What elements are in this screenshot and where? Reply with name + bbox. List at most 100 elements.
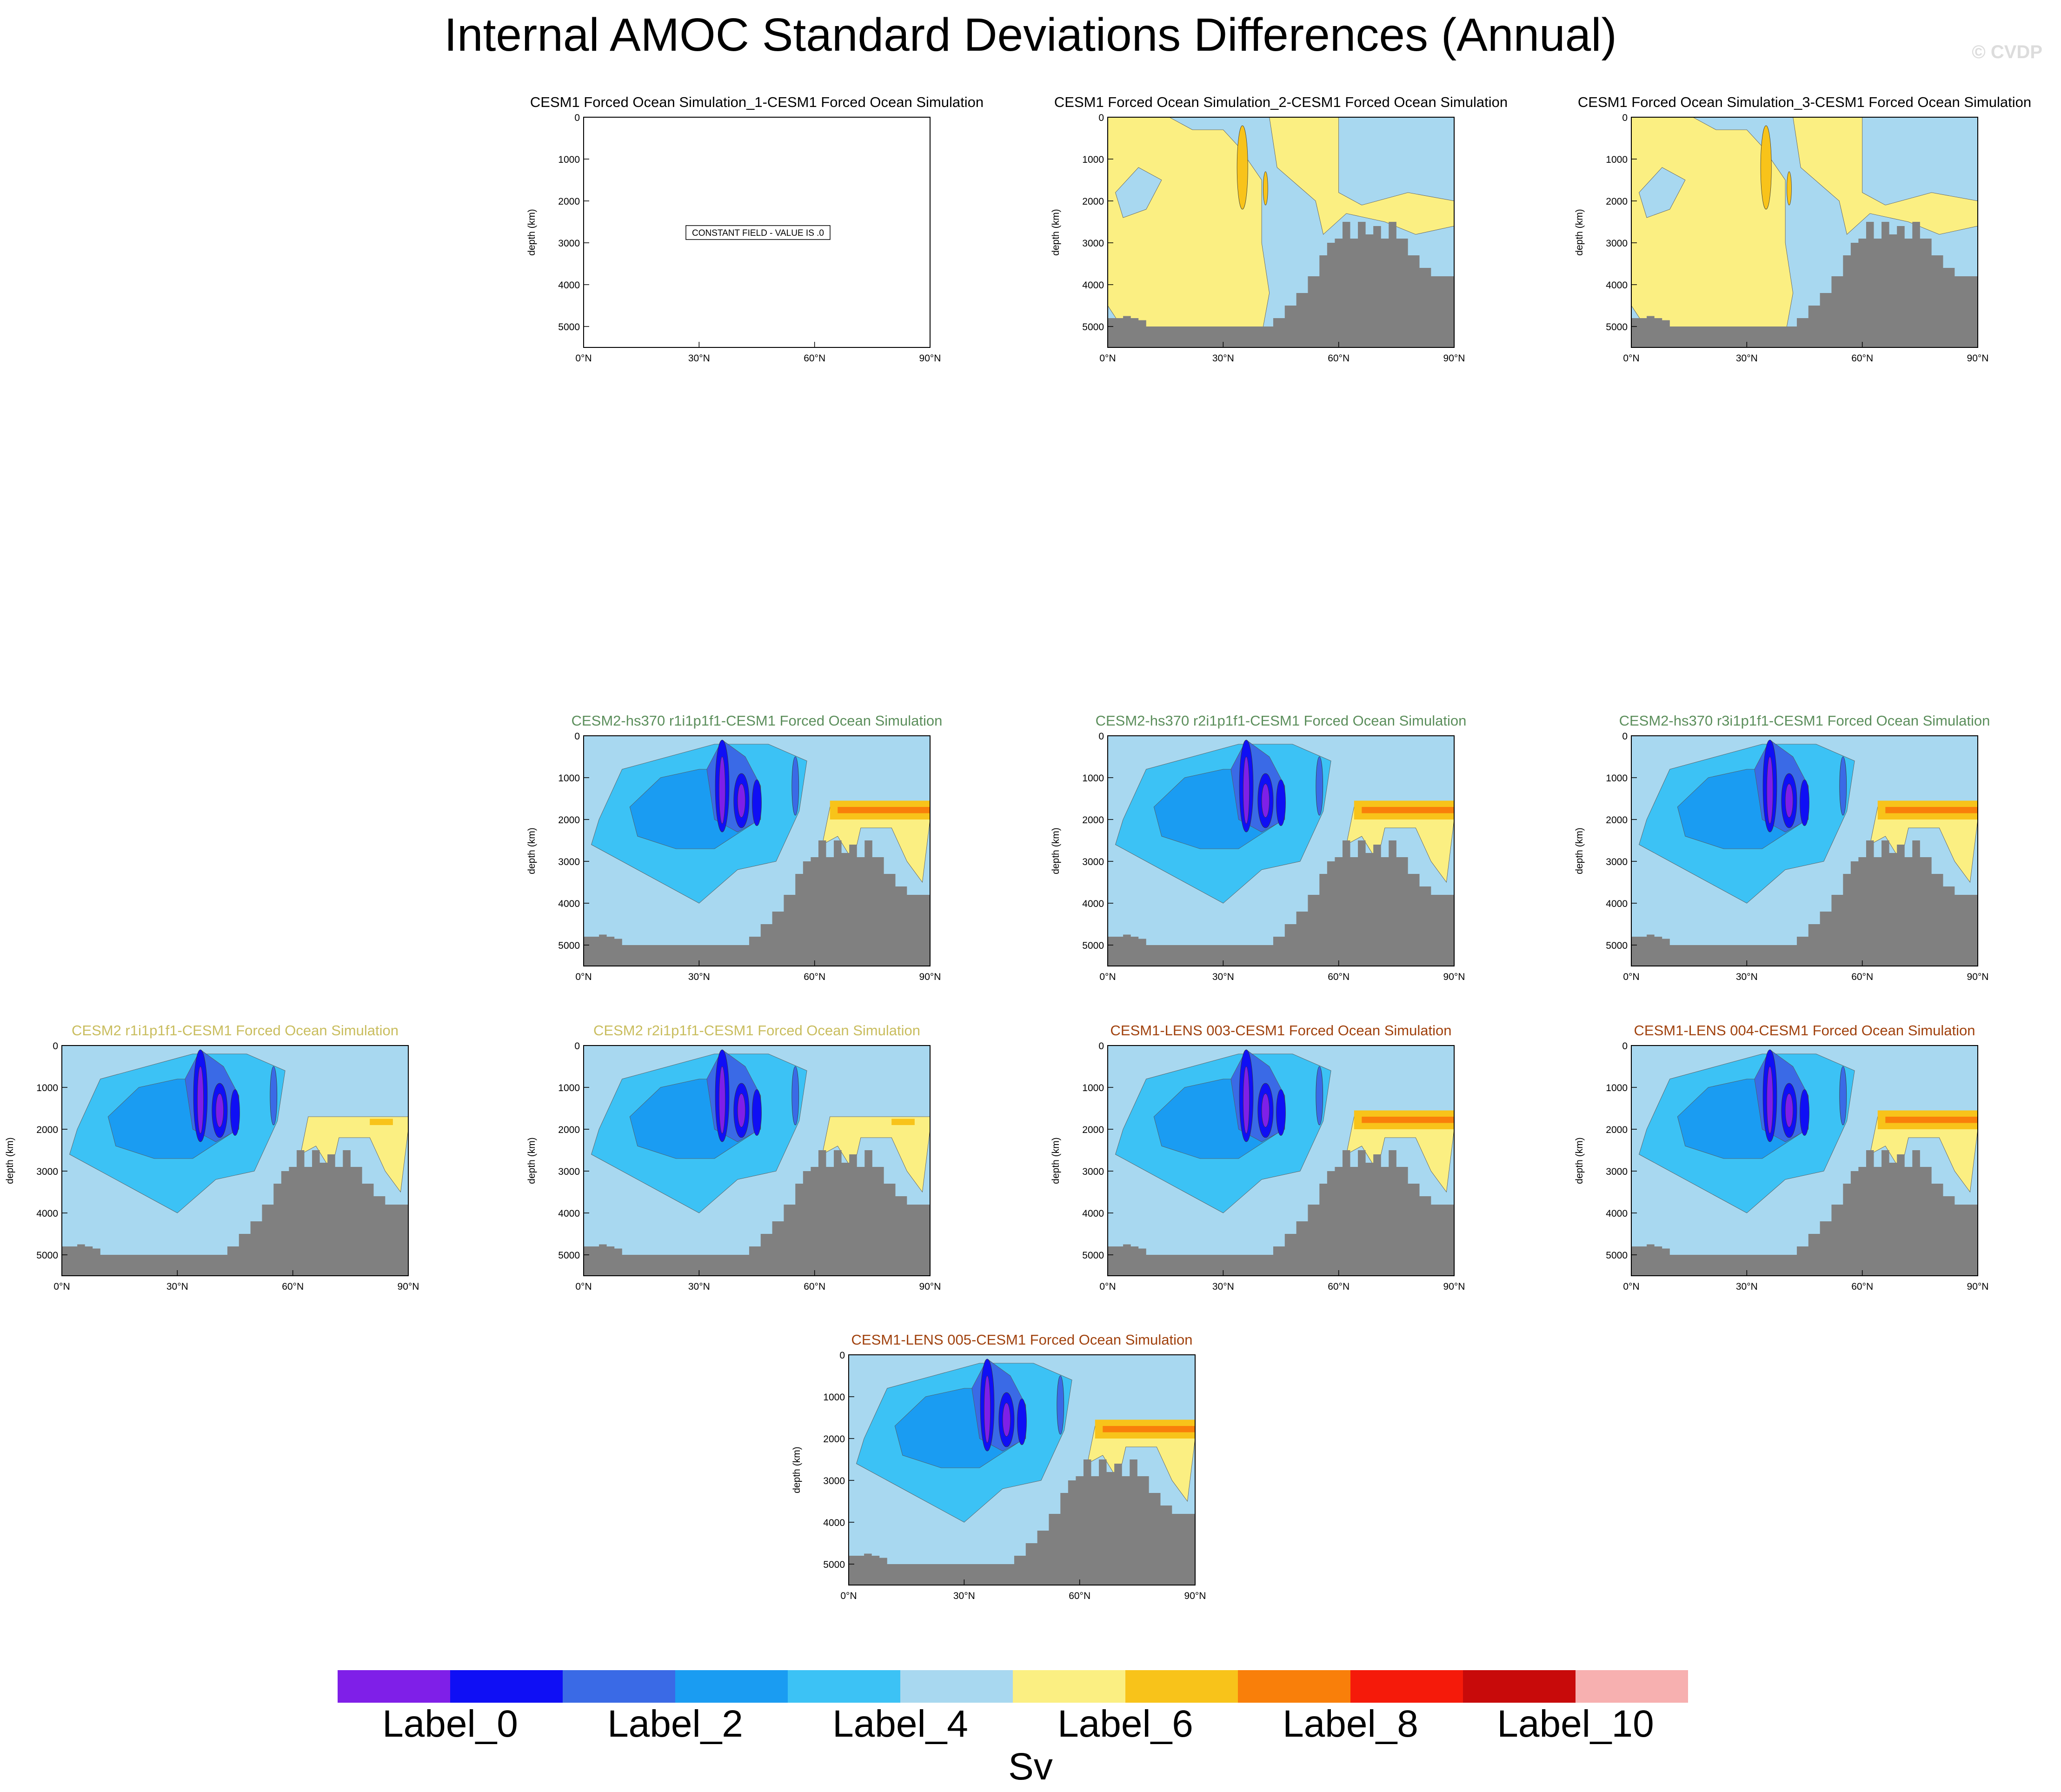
colorbar-swatch [788, 1670, 901, 1703]
colorbar-swatch [1463, 1670, 1576, 1703]
y-axis-label: depth (km) [1050, 209, 1061, 255]
contour-field [849, 1355, 1196, 1585]
plot-area: 0 1000 2000 3000 4000 5000 0°N 30°N 60°N 90°N dept… [791, 1350, 1206, 1601]
y-tick-label: 5000 [1082, 1250, 1104, 1261]
y-tick-label: 0 [1098, 113, 1104, 123]
y-tick-label: 2000 [1082, 815, 1104, 826]
panel-title: CESM1 Forced Ocean Simulation_2-CESM1 Fo… [1054, 94, 1508, 110]
colorbar-swatch [563, 1670, 676, 1703]
y-tick-label: 5000 [1606, 940, 1628, 951]
y-tick-label: 4000 [558, 899, 580, 909]
y-tick-label: 3000 [1606, 857, 1628, 867]
x-tick-label: 30°N [688, 1281, 710, 1292]
panel-p4: CESM2-hs370 r1i1p1f1-CESM1 Forced Ocean … [500, 713, 1014, 1003]
x-tick-label: 30°N [953, 1591, 975, 1601]
y-tick-label: 2000 [1606, 815, 1628, 826]
colorbar-label: Label_6 [1057, 1703, 1193, 1745]
contour-field [1108, 736, 1455, 966]
panel-title: CESM1-LENS 004-CESM1 Forced Ocean Simula… [1634, 1022, 1975, 1039]
y-axis-label: depth (km) [1050, 827, 1061, 874]
y-tick-label: 2000 [1082, 1125, 1104, 1135]
y-tick-label: 3000 [558, 1166, 580, 1177]
y-tick-label: 0 [1622, 1041, 1628, 1052]
y-tick-label: 5000 [823, 1559, 845, 1570]
min-cell-core-2 [1002, 1403, 1011, 1437]
figure-title: Internal AMOC Standard Deviations Differ… [444, 9, 1617, 61]
y-tick-label: 1000 [1082, 773, 1104, 784]
y-tick-label: 2000 [1606, 196, 1628, 207]
x-tick-label: 0°N [1099, 353, 1116, 364]
y-tick-label: 2000 [558, 815, 580, 826]
bathymetry-land [1108, 1150, 1454, 1276]
max-cell-1 [1237, 125, 1248, 210]
y-axis-label: depth (km) [526, 1137, 537, 1184]
x-tick-label: 90°N [1443, 353, 1465, 364]
y-tick-label: 4000 [823, 1518, 845, 1528]
y-tick-label: 2000 [558, 196, 580, 207]
bathymetry-land [584, 1150, 930, 1276]
colorbar-swatch [1013, 1670, 1126, 1703]
plot-frame [1631, 1045, 1978, 1276]
contour-field [1631, 1046, 1978, 1276]
panel-title: CESM2-hs370 r2i1p1f1-CESM1 Forced Ocean … [1095, 713, 1467, 729]
y-tick-label: 3000 [1606, 238, 1628, 249]
colorbar-swatch [1125, 1670, 1238, 1703]
min-cell-4 [791, 1066, 799, 1126]
y-tick-label: 1000 [1082, 1083, 1104, 1093]
positive-band-core [1885, 807, 1978, 813]
plot-frame [1631, 117, 1978, 348]
positive-patch [891, 1119, 915, 1125]
y-tick-label: 1000 [823, 1392, 845, 1403]
positive-band-core [1362, 1117, 1454, 1123]
min-cell-4 [791, 756, 799, 816]
x-tick-label: 60°N [282, 1281, 304, 1292]
x-tick-label: 0°N [53, 1281, 70, 1292]
min-cell-core-1 [718, 756, 726, 824]
y-tick-label: 0 [1622, 731, 1628, 742]
x-tick-label: 90°N [1967, 972, 1989, 982]
y-tick-label: 4000 [1082, 899, 1104, 909]
y-tick-label: 2000 [1606, 1125, 1628, 1135]
colorbar-swatch [450, 1670, 563, 1703]
y-axis-label: depth (km) [526, 209, 537, 255]
plot-area: 0 1000 2000 3000 4000 5000 0°N 30°N 60°N 90°N dept… [1050, 1041, 1465, 1292]
negative-patch [1115, 167, 1162, 218]
y-tick-label: 3000 [558, 238, 580, 249]
y-tick-label: 5000 [1082, 940, 1104, 951]
min-cell-3 [1276, 779, 1286, 826]
colorbar-units: Sv [1008, 1745, 1053, 1788]
max-cell-2 [1263, 171, 1268, 206]
y-tick-label: 0 [1622, 113, 1628, 123]
panel-title: CESM1-LENS 003-CESM1 Forced Ocean Simula… [1110, 1022, 1452, 1039]
min-cell-3 [1800, 1089, 1809, 1136]
x-tick-label: 60°N [1328, 1281, 1350, 1292]
panel-p9: CESM1-LENS 003-CESM1 Forced Ocean Simula… [1024, 1022, 1538, 1313]
y-tick-label: 3000 [36, 1166, 58, 1177]
plot-area: 0 1000 2000 3000 4000 5000 0°N 30°N 60°N 90°N dept… [1050, 731, 1465, 982]
min-cell-core-2 [737, 1093, 746, 1127]
y-tick-label: 0 [1098, 1041, 1104, 1052]
bathymetry-land [1631, 840, 1978, 966]
panel-p8: CESM2 r2i1p1f1-CESM1 Forced Ocean Simula… [500, 1022, 1014, 1313]
y-tick-label: 4000 [1606, 280, 1628, 291]
y-axis-label: depth (km) [1574, 209, 1585, 255]
x-tick-label: 60°N [1851, 1281, 1873, 1292]
x-tick-label: 30°N [688, 972, 710, 982]
x-tick-label: 90°N [919, 1281, 941, 1292]
bathymetry-land [62, 1150, 408, 1276]
min-cell-core-1 [197, 1066, 204, 1134]
bathymetry-land [849, 1459, 1195, 1585]
x-tick-label: 0°N [1623, 353, 1639, 364]
panel-title: CESM2-hs370 r3i1p1f1-CESM1 Forced Ocean … [1619, 713, 1990, 729]
min-cell-3 [230, 1089, 240, 1136]
plot-area: 0 1000 2000 3000 4000 5000 0°N 30°N 60°N 90°N dept… [1574, 113, 1988, 364]
min-cell-4 [1839, 756, 1847, 816]
y-tick-label: 0 [53, 1041, 58, 1052]
y-tick-label: 1000 [36, 1083, 58, 1093]
x-tick-label: 60°N [1328, 353, 1350, 364]
x-tick-label: 60°N [804, 353, 825, 364]
y-tick-label: 3000 [558, 857, 580, 867]
panel-title: CESM2-hs370 r1i1p1f1-CESM1 Forced Ocean … [571, 713, 943, 729]
x-tick-label: 90°N [398, 1281, 419, 1292]
y-tick-label: 4000 [558, 1208, 580, 1219]
